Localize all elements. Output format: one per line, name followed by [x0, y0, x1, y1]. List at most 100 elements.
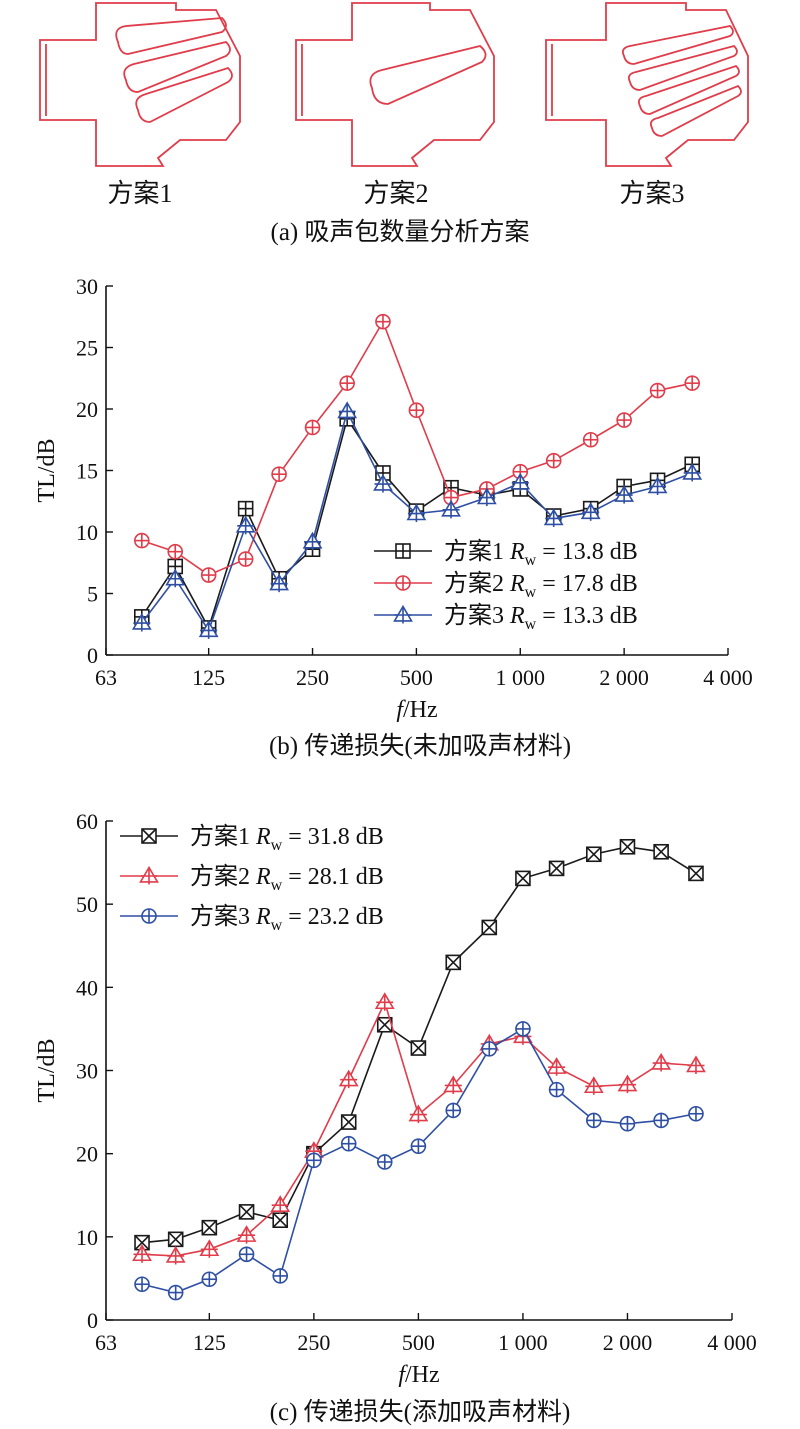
- legend-label: 方案3 Rw = 23.2 dB: [190, 903, 384, 934]
- series-3-point: [134, 1276, 150, 1293]
- series-3-point: [510, 472, 531, 492]
- y-tick-label: 15: [76, 459, 98, 484]
- series-3-point: [235, 515, 256, 535]
- series-2-point: [582, 431, 599, 448]
- x-tick-label: 250: [297, 1330, 330, 1355]
- series-2-point: [375, 313, 391, 330]
- series-2-point: [583, 1076, 604, 1095]
- y-tick-label: 10: [76, 1225, 98, 1250]
- y-axis-label: TL/dB: [34, 439, 60, 503]
- series-2-point: [651, 1052, 672, 1072]
- series-2-point: [133, 532, 150, 549]
- series-3-point: [580, 502, 601, 521]
- series-2-point: [304, 419, 321, 436]
- series-3-point: [201, 1271, 218, 1288]
- legend-entry-1: 方案1 Rw = 31.8 dB: [120, 823, 384, 854]
- series-1-point: [619, 838, 636, 855]
- series-1-point: [548, 860, 565, 877]
- y-tick-label: 0: [87, 1308, 98, 1333]
- series-3-point: [340, 1135, 357, 1152]
- x-tick-label: 63: [95, 665, 117, 690]
- series-1-point: [586, 846, 602, 863]
- series-3-point: [131, 612, 152, 632]
- series-3-point: [441, 499, 461, 519]
- series-2-point: [199, 1239, 220, 1258]
- scheme-1-outline: [39, 2, 241, 167]
- series-2-point: [271, 466, 287, 482]
- series-1-point: [272, 1212, 289, 1228]
- series-1-point: [410, 1040, 427, 1056]
- series-2-point: [408, 1104, 429, 1124]
- y-tick-label: 60: [76, 809, 98, 834]
- scheme-3-part-drawing: [545, 2, 749, 167]
- series-3-point: [269, 573, 289, 593]
- panel-a-schemes: 方案1 方案2 方案3 (a) 吸声包数量分析方案: [39, 2, 749, 246]
- chart-b: 0 5 10 15 20 25 30 63 125 250 500 1 000 2 000 4 000 TL…: [34, 274, 753, 723]
- series-3-point: [337, 401, 358, 420]
- series-2-point: [200, 567, 217, 583]
- x-tick-label: 250: [296, 665, 329, 690]
- legend-marker: [393, 604, 413, 624]
- scheme-3-slot: [649, 84, 742, 137]
- series-1-point: [167, 1231, 184, 1248]
- legend-label: 方案3 Rw = 13.3 dB: [444, 602, 638, 633]
- series-2-point: [167, 543, 184, 560]
- legend-entry-3: 方案3 Rw = 23.2 dB: [120, 903, 384, 934]
- legend-entry-2: 方案2 Rw = 17.8 dB: [374, 570, 638, 601]
- series-3-point: [167, 1284, 184, 1301]
- series-3-point: [376, 1154, 393, 1170]
- scheme-1-label: 方案1: [107, 179, 172, 208]
- series-3-point: [272, 1268, 289, 1284]
- legend-label: 方案2 Rw = 17.8 dB: [444, 570, 638, 601]
- series-3-point: [543, 508, 564, 527]
- series-1-point: [238, 1204, 255, 1220]
- y-tick-label: 40: [76, 975, 98, 1000]
- legend-entry-1: 方案1 Rw = 13.8 dB: [374, 538, 638, 569]
- series-1-point: [201, 1219, 218, 1236]
- x-tick-label: 2 000: [599, 665, 649, 690]
- y-tick-label: 30: [76, 274, 98, 299]
- series-2-point: [237, 551, 254, 567]
- series-3-point: [165, 568, 186, 588]
- series-2-point: [443, 1075, 464, 1094]
- series-2-point: [339, 375, 355, 391]
- series-1-point: [688, 865, 704, 882]
- series-2-point: [338, 1069, 359, 1089]
- x-tick-label: 4 000: [703, 665, 753, 690]
- scheme-1-slot: [135, 66, 233, 123]
- series-2-point: [546, 1057, 567, 1076]
- series-2-point: [270, 1195, 291, 1214]
- series-3-point: [445, 1102, 462, 1119]
- y-tick-label: 0: [87, 643, 98, 668]
- series-2-point: [165, 1245, 186, 1265]
- legend-label: 方案1 Rw = 13.8 dB: [444, 538, 638, 569]
- series-1-point: [340, 1114, 357, 1130]
- series-3-point: [198, 620, 219, 639]
- x-tick-label: 63: [95, 1330, 117, 1355]
- series-2-point: [408, 402, 425, 419]
- y-axis-label: TL/dB: [34, 1039, 60, 1103]
- series-2-point: [545, 452, 562, 469]
- scheme-2-label: 方案2: [363, 179, 428, 208]
- scheme-2-slot: [369, 45, 487, 105]
- series-3-point: [306, 1152, 322, 1169]
- series-1-point: [167, 558, 184, 575]
- series-3-point: [481, 1041, 498, 1057]
- x-axis-label: f/Hz: [398, 1362, 439, 1388]
- series-3-line: [141, 1027, 697, 1294]
- scheme-3-label: 方案3: [619, 179, 684, 208]
- series-3-point: [682, 462, 703, 482]
- series-3-point: [302, 531, 323, 551]
- y-tick-label: 5: [87, 582, 98, 607]
- legend-marker: [395, 543, 411, 559]
- series-3-point: [614, 485, 635, 504]
- x-tick-label: 1 000: [496, 665, 546, 690]
- chart-c: 0 10 20 30 40 50 60 63 125 250 500 1 000 2 000 4 000 T…: [34, 809, 757, 1388]
- x-tick-label: 500: [400, 665, 433, 690]
- series-3-point: [688, 1105, 704, 1122]
- scheme-3-outline: [545, 2, 749, 167]
- series-3-point: [653, 1112, 669, 1129]
- x-axis-label: f/Hz: [396, 697, 437, 723]
- series-3-point: [406, 503, 427, 523]
- panel-c-caption: (c) 传递损失(添加吸声材料): [270, 1398, 571, 1426]
